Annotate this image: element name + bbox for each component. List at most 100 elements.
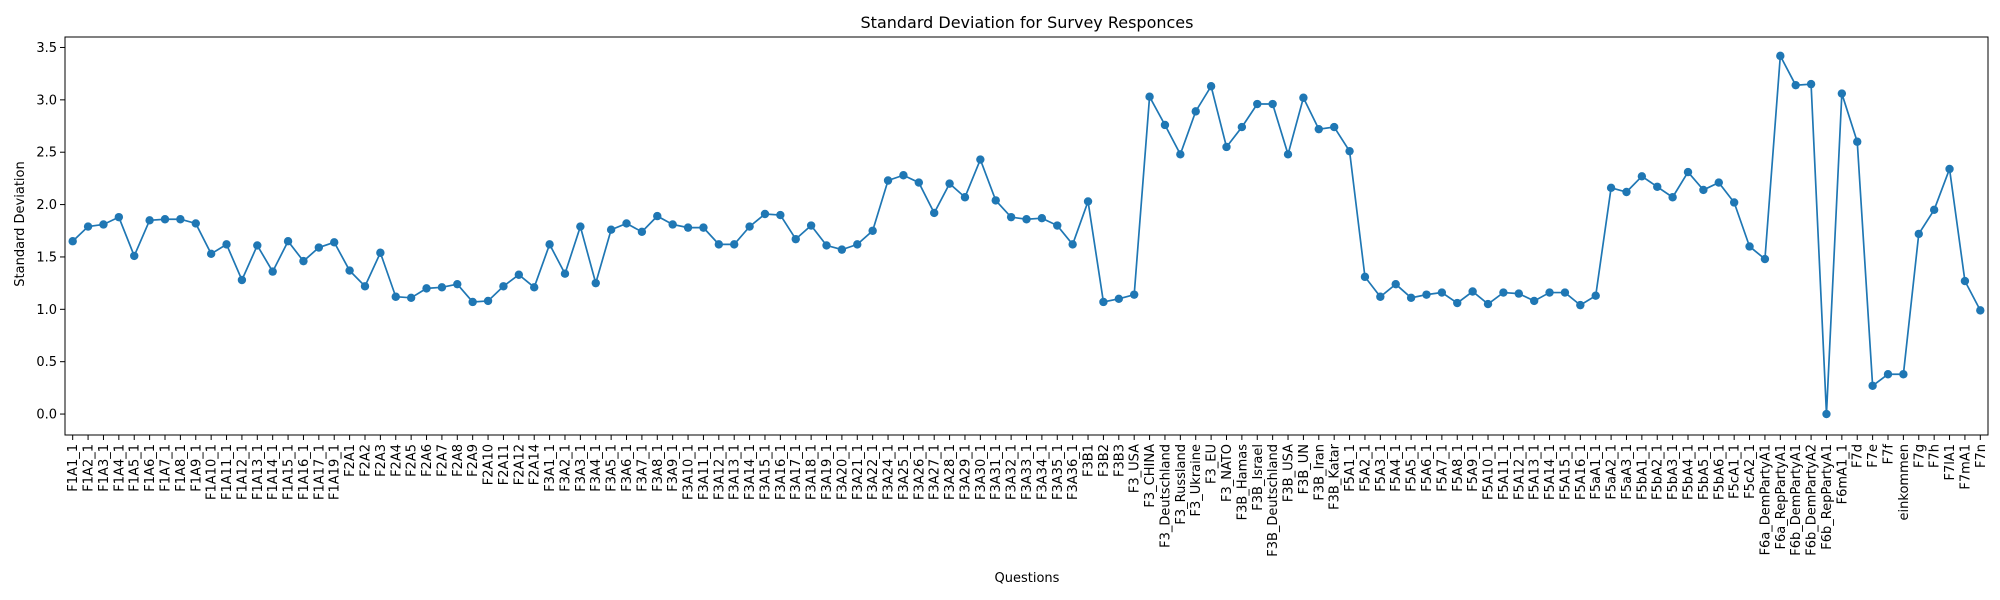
x-tick-label: F3A3_1 bbox=[574, 444, 589, 492]
data-point bbox=[499, 282, 508, 291]
x-tick-label: F2A10 bbox=[482, 444, 497, 485]
data-point bbox=[699, 223, 708, 232]
x-tick-label: F3_USA bbox=[1128, 444, 1143, 493]
x-tick-label: F3B_Iran bbox=[1312, 444, 1327, 501]
data-point bbox=[222, 240, 231, 249]
data-point bbox=[545, 240, 554, 249]
data-point bbox=[268, 267, 277, 276]
x-tick-label: F3A28_1 bbox=[943, 444, 958, 500]
data-point bbox=[1422, 290, 1431, 299]
data-point bbox=[1160, 120, 1170, 130]
x-tick-label: F5A14_1 bbox=[1543, 444, 1558, 500]
y-tick-label: 0.0 bbox=[36, 408, 57, 423]
x-tick-label: F1A15_1 bbox=[282, 444, 297, 500]
x-tick-label: F5A16_1 bbox=[1574, 444, 1589, 500]
x-tick-label: F3A7_1 bbox=[635, 444, 650, 492]
data-point bbox=[899, 171, 908, 180]
data-point bbox=[1668, 193, 1677, 202]
x-tick-label: F1A13_1 bbox=[251, 444, 266, 500]
x-tick-label: F7lA1 bbox=[1943, 444, 1958, 481]
data-point bbox=[483, 296, 493, 306]
x-tick-label: F1A12_1 bbox=[235, 444, 250, 500]
data-point bbox=[1099, 297, 1108, 307]
data-point bbox=[1006, 212, 1016, 222]
data-point bbox=[83, 222, 93, 231]
y-tick-label: 3.0 bbox=[36, 93, 57, 108]
data-point bbox=[1514, 289, 1523, 298]
data-point bbox=[1622, 187, 1631, 197]
x-tick-label: F2A6 bbox=[420, 444, 435, 477]
x-tick-label: F1A19_1 bbox=[328, 444, 343, 500]
x-tick-label: F5A5_1 bbox=[1405, 444, 1420, 492]
data-point bbox=[1453, 298, 1462, 308]
data-point bbox=[422, 284, 431, 293]
x-tick-label: F2A14 bbox=[528, 444, 543, 485]
x-tick-label: F3A4_1 bbox=[589, 444, 604, 492]
data-point bbox=[745, 222, 754, 231]
data-point bbox=[1945, 164, 1954, 174]
data-point bbox=[453, 279, 462, 289]
x-tick-label: F5A6_1 bbox=[1420, 444, 1435, 492]
y-tick-label: 0.5 bbox=[36, 355, 57, 370]
data-point bbox=[391, 292, 400, 301]
x-tick-label: F5aA2_1 bbox=[1605, 444, 1620, 500]
data-point bbox=[1499, 288, 1508, 297]
data-point bbox=[1068, 240, 1077, 249]
x-tick-label: F3A21_1 bbox=[851, 444, 866, 500]
data-point bbox=[730, 240, 739, 249]
x-tick-label: F5cA2_1 bbox=[1743, 444, 1758, 499]
data-point bbox=[1914, 229, 1923, 239]
data-point bbox=[1222, 142, 1231, 152]
x-tick-label: F6b_DemPartyA1 bbox=[1789, 444, 1804, 556]
data-point bbox=[1437, 288, 1447, 297]
data-point bbox=[514, 270, 524, 279]
data-point bbox=[1853, 137, 1862, 146]
x-tick-label: F7d bbox=[1851, 444, 1866, 468]
x-tick-label: F1A9_1 bbox=[189, 444, 204, 492]
data-point bbox=[1483, 299, 1493, 309]
data-point bbox=[1299, 93, 1308, 102]
x-tick-label: F3A36_1 bbox=[1066, 444, 1081, 500]
x-tick-label: F5A4_1 bbox=[1389, 444, 1404, 492]
data-point bbox=[1576, 300, 1585, 310]
data-point bbox=[1329, 122, 1339, 132]
x-tick-label: F5A12_1 bbox=[1512, 444, 1527, 500]
x-tick-label: F3A2_1 bbox=[558, 444, 573, 492]
y-tick-label: 1.0 bbox=[36, 303, 57, 318]
x-tick-label: F6a_DemPartyA1 bbox=[1758, 444, 1773, 555]
data-point bbox=[376, 248, 385, 257]
x-tick-label: F3A6_1 bbox=[620, 444, 635, 492]
data-point bbox=[1345, 146, 1354, 156]
data-point bbox=[253, 241, 262, 250]
data-point bbox=[576, 222, 585, 231]
x-tick-label: F1A4_1 bbox=[112, 444, 127, 492]
x-tick-label: F1A10_1 bbox=[205, 444, 220, 500]
y-tick-label: 2.5 bbox=[36, 146, 57, 161]
data-point bbox=[1083, 197, 1093, 206]
data-point bbox=[206, 249, 216, 259]
x-tick-label: F2A2 bbox=[358, 444, 373, 477]
x-tick-label: F6b_DemPartyA2 bbox=[1805, 444, 1820, 556]
data-point bbox=[237, 275, 247, 285]
data-point bbox=[345, 266, 354, 275]
x-tick-label: F2A12 bbox=[512, 444, 527, 485]
x-tick-label: F3A34_1 bbox=[1035, 444, 1050, 500]
x-tick-label: F3B_Israel bbox=[1251, 444, 1266, 511]
data-point bbox=[806, 221, 816, 230]
data-point bbox=[1899, 370, 1908, 379]
x-tick-label: F1A17_1 bbox=[312, 444, 327, 500]
data-point bbox=[1360, 272, 1370, 282]
data-point bbox=[606, 225, 616, 234]
x-tick-label: F3A16_1 bbox=[774, 444, 789, 500]
x-tick-label: F5A7_1 bbox=[1435, 444, 1450, 492]
x-tick-label: F3B1 bbox=[1082, 444, 1097, 477]
data-point bbox=[1883, 370, 1893, 379]
x-tick-label: F5bA3_1 bbox=[1666, 444, 1681, 500]
data-point bbox=[622, 219, 631, 228]
x-tick-label: F5A11_1 bbox=[1497, 444, 1512, 500]
data-point bbox=[1699, 185, 1708, 195]
x-tick-label: F3A15_1 bbox=[758, 444, 773, 500]
data-point bbox=[1129, 290, 1139, 299]
data-point bbox=[330, 238, 339, 247]
